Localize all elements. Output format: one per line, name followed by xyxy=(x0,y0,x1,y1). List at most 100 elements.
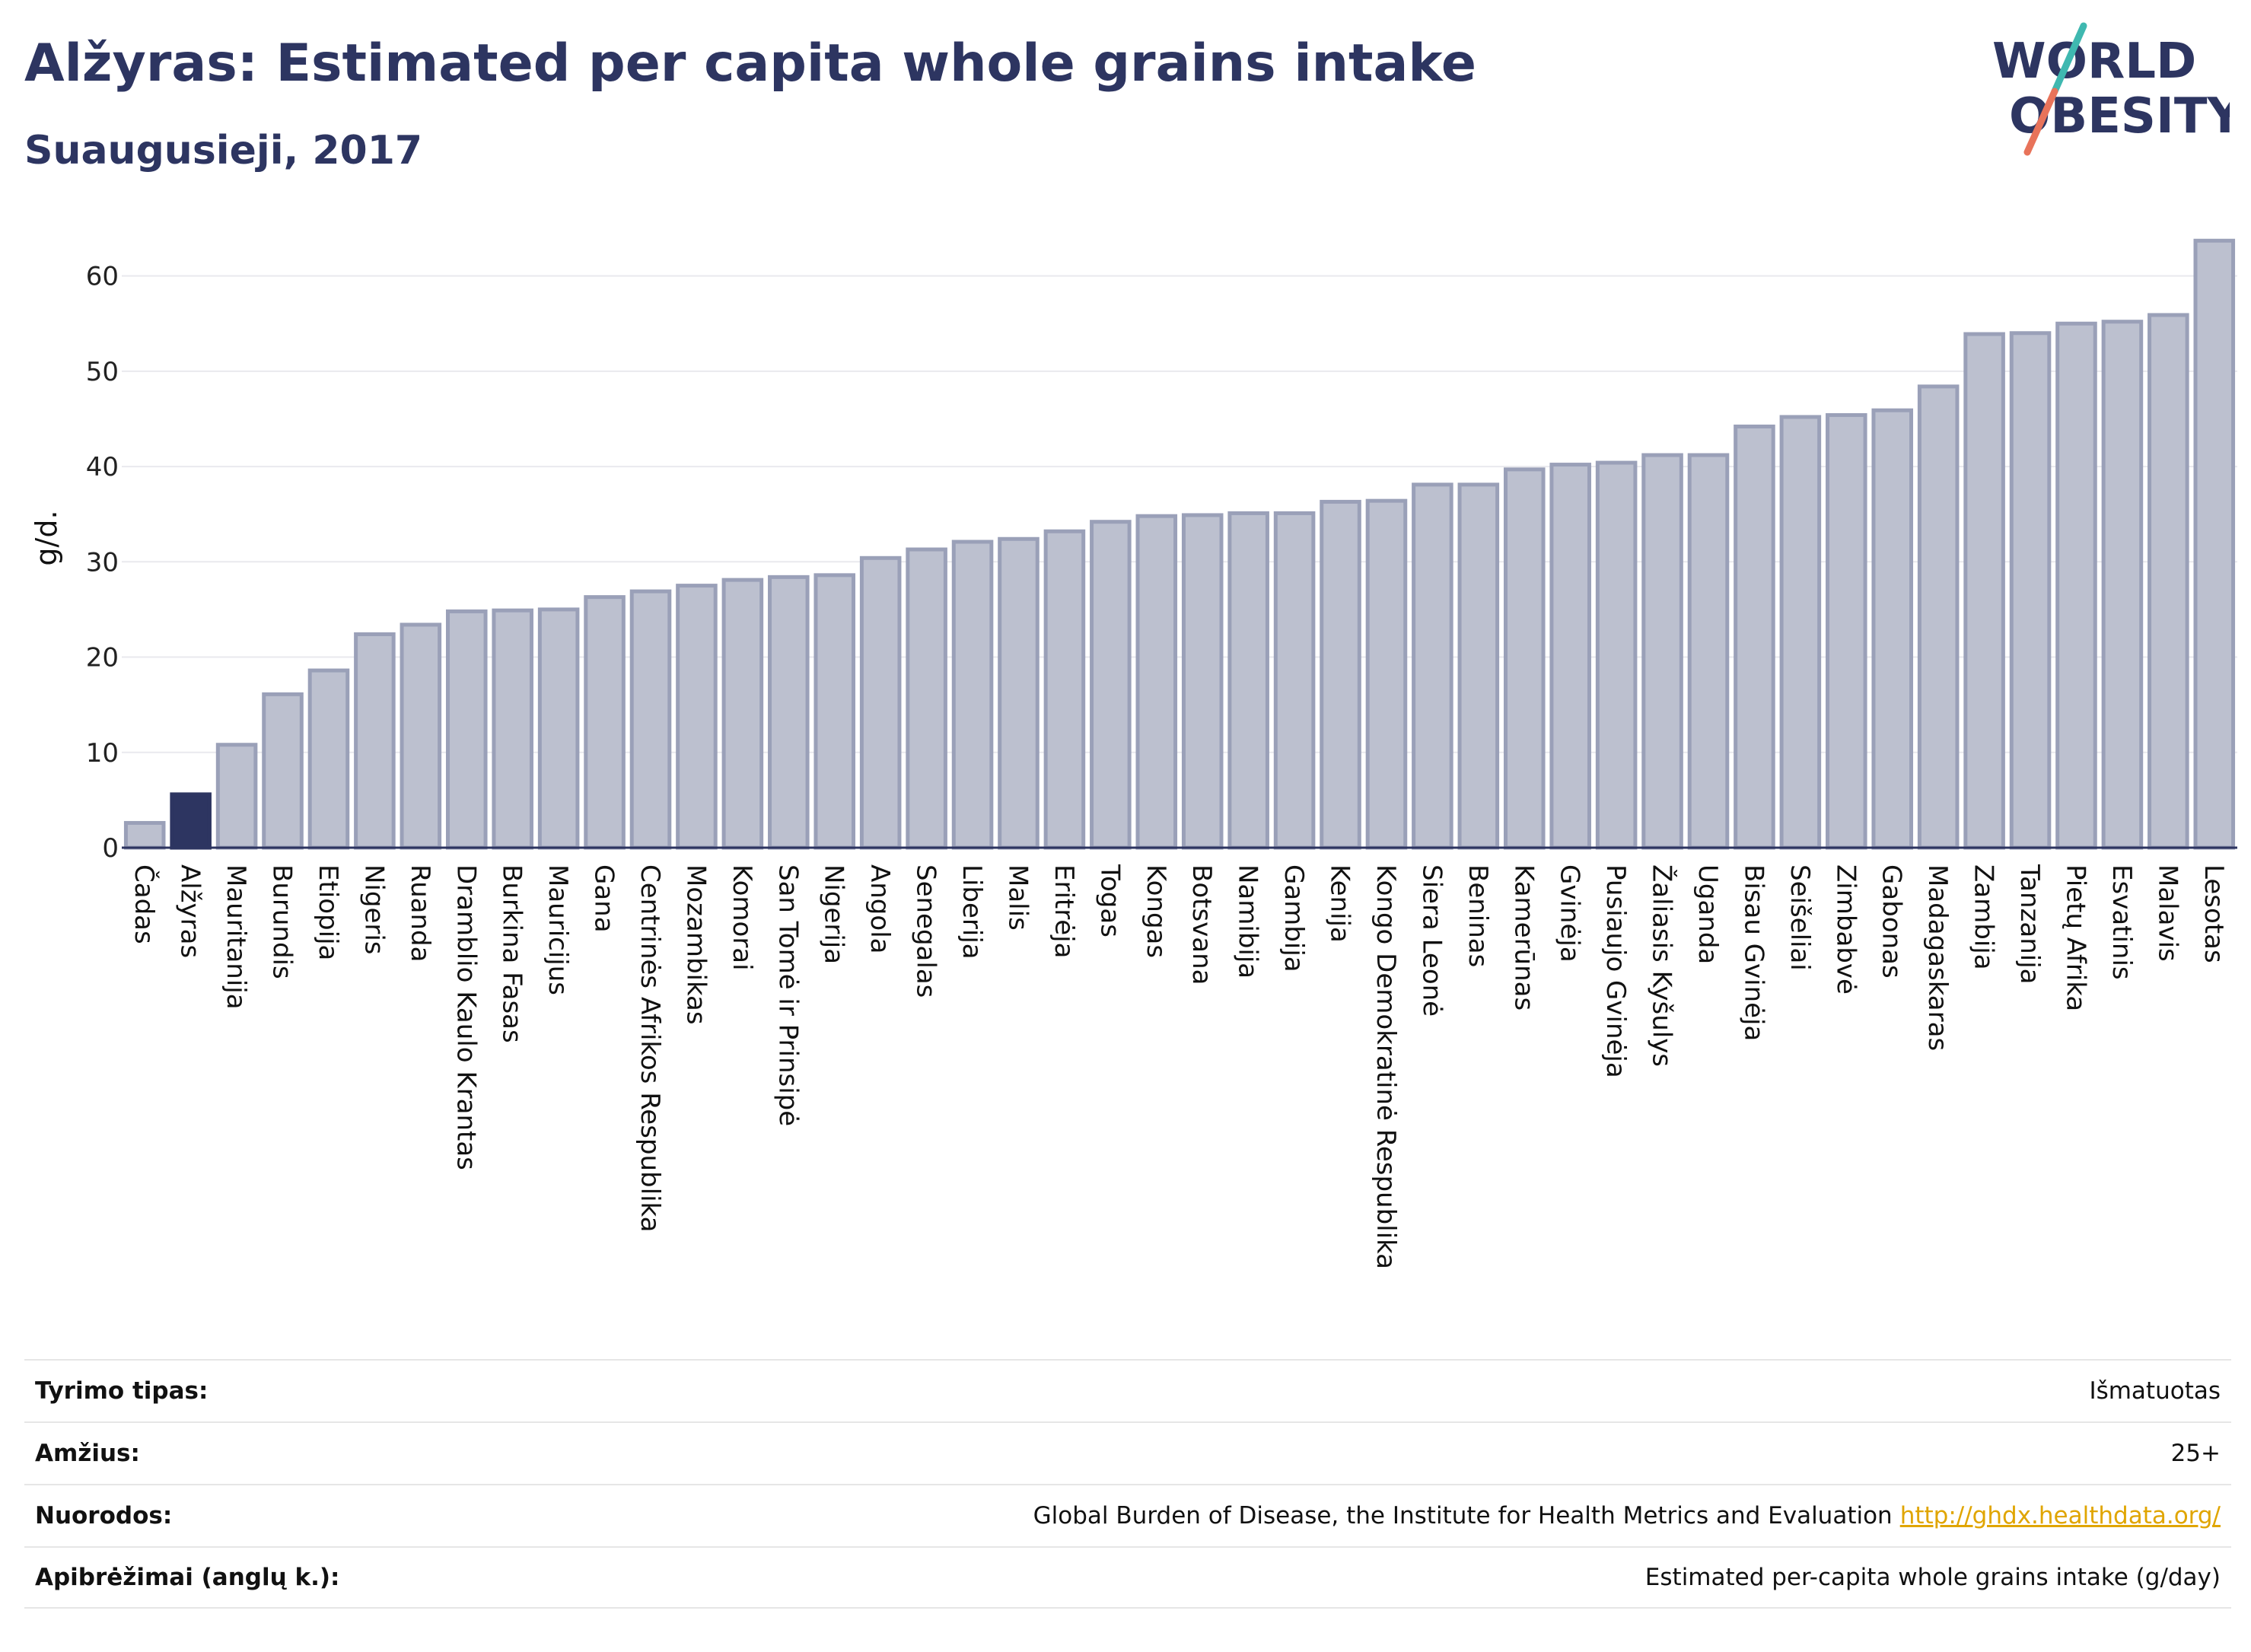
bar xyxy=(1917,384,1960,850)
bar xyxy=(492,608,533,850)
x-tick-label: Togas xyxy=(1094,864,1125,937)
bar xyxy=(676,584,718,850)
x-tick-label: Kamerūnas xyxy=(1508,864,1539,1011)
x-tick-label: Malis xyxy=(1002,864,1033,931)
bar xyxy=(445,609,488,850)
logo-slash-teal xyxy=(2051,22,2087,95)
bar xyxy=(1043,529,1086,850)
bar xyxy=(1734,424,1775,850)
bar xyxy=(2148,313,2189,850)
bar xyxy=(1503,467,1546,850)
x-tick-label: Beninas xyxy=(1463,864,1493,967)
bar xyxy=(2193,238,2236,850)
chart-subtitle: Suaugusieji, 2017 xyxy=(24,128,423,173)
info-row-definitions: Apibrėžimai (anglų k.): Estimated per-ca… xyxy=(24,1546,2231,1609)
bar xyxy=(2055,321,2097,850)
x-tick-label: Kenija xyxy=(1325,864,1355,943)
x-tick-label: Žaliasis Kyšulys xyxy=(1647,864,1678,1067)
x-tick-label: Siera Leonė xyxy=(1416,864,1447,1017)
bar-highlighted xyxy=(170,792,212,850)
bar xyxy=(1320,499,1361,850)
x-tick-label: Gana xyxy=(589,864,619,933)
x-tick-label: Gambija xyxy=(1278,864,1309,972)
x-tick-label: Ruanda xyxy=(405,864,435,962)
x-tick-label: Bisau Gvinėja xyxy=(1738,864,1769,1041)
x-tick-label: Liberija xyxy=(957,864,987,960)
x-tick-label: Burkina Fasas xyxy=(497,864,527,1043)
y-tick-label: 60 xyxy=(86,262,119,292)
logo-line1: WORLD xyxy=(1992,33,2196,90)
y-axis-title: g/d. xyxy=(30,510,63,565)
info-value: 25+ xyxy=(2170,1440,2221,1467)
bar xyxy=(1365,498,1408,850)
x-tick-label: Mauritanija xyxy=(221,864,251,1010)
info-row-age: Amžius: 25+ xyxy=(24,1421,2231,1484)
bar xyxy=(951,540,994,850)
y-tick-label: 30 xyxy=(86,547,119,578)
bar xyxy=(400,622,442,850)
bar xyxy=(215,743,258,850)
info-label: Apibrėžimai (anglų k.): xyxy=(35,1564,340,1591)
x-tick-label: Esvatinis xyxy=(2106,864,2137,980)
info-value: Estimated per-capita whole grains intake… xyxy=(1644,1564,2221,1591)
x-tick-label: Čadas xyxy=(129,864,160,944)
bar xyxy=(1826,412,1867,850)
y-tick-label: 0 xyxy=(102,833,119,864)
bar xyxy=(1457,482,1500,850)
x-tick-label: Senegalas xyxy=(911,864,941,998)
bar xyxy=(1412,482,1453,850)
info-row-study-type: Tyrimo tipas: Išmatuotas xyxy=(24,1359,2231,1421)
bar xyxy=(123,820,166,850)
x-tick-label: Pusiaujo Gvinėja xyxy=(1600,864,1631,1078)
bar xyxy=(721,578,764,850)
x-tick-label: Namibija xyxy=(1233,864,1263,979)
bar xyxy=(307,668,350,850)
bar xyxy=(813,573,856,850)
info-value-references: Global Burden of Disease, the Institute … xyxy=(1033,1502,2221,1529)
bar xyxy=(537,607,580,850)
bar xyxy=(1227,511,1269,850)
bar xyxy=(1181,513,1224,850)
x-tick-label: Burundis xyxy=(267,864,298,979)
x-tick-label: Seišeliai xyxy=(1785,864,1815,971)
bar-chart: 0 10 20 30 40 50 60 g/d. Čadas Alžyras Mauritanija… xyxy=(30,238,2237,1269)
bar xyxy=(998,536,1040,850)
y-tick-label: 40 xyxy=(86,452,119,482)
x-tick-label: Madagaskaras xyxy=(1922,864,1953,1051)
x-tick-label: Angola xyxy=(864,864,895,953)
x-tick-label: Malavis xyxy=(2152,864,2183,962)
logo-slash-coral xyxy=(2023,88,2058,156)
reference-link[interactable]: http://ghdx.healthdata.org/ xyxy=(1899,1502,2221,1529)
x-tick-label: Gvinėja xyxy=(1555,864,1585,963)
info-label: Tyrimo tipas: xyxy=(35,1377,209,1405)
bar xyxy=(906,547,947,850)
bar xyxy=(2009,331,2052,850)
x-tick-label: Zambija xyxy=(1969,864,1999,970)
bar xyxy=(1641,453,1683,850)
x-tick-label: Pietų Afrika xyxy=(2060,864,2090,1011)
bar xyxy=(262,692,304,850)
info-row-references: Nuorodos: Global Burden of Disease, the … xyxy=(24,1484,2231,1546)
bar xyxy=(1090,520,1132,850)
y-tick-label: 10 xyxy=(86,738,119,769)
reference-text: Global Burden of Disease, the Institute … xyxy=(1033,1502,1893,1529)
x-tick-label: Kongas xyxy=(1141,864,1171,958)
bar xyxy=(1779,415,1822,850)
bar xyxy=(1549,463,1591,850)
x-tick-label: Komorai xyxy=(727,864,757,971)
bar xyxy=(1273,511,1316,850)
x-tick-label: Gabonas xyxy=(1877,864,1907,979)
bar xyxy=(1135,514,1178,850)
bar xyxy=(2101,320,2144,850)
info-table: Tyrimo tipas: Išmatuotas Amžius: 25+ Nuo… xyxy=(24,1359,2231,1609)
bar xyxy=(1687,453,1730,850)
x-tick-label: Kongo Demokratinė Respublika xyxy=(1371,864,1401,1269)
bar xyxy=(629,589,672,850)
x-tick-label: Dramblio Kaulo Krantas xyxy=(451,864,481,1170)
info-value: Išmatuotas xyxy=(2089,1377,2221,1405)
world-obesity-logo[interactable]: WORLD OBESITY xyxy=(1979,21,2230,158)
x-tick-label: Eritrėja xyxy=(1049,864,1079,958)
x-tick-label: Centrinės Afrikos Respublika xyxy=(635,864,665,1232)
x-tick-label: Alžyras xyxy=(175,864,205,958)
info-label: Nuorodos: xyxy=(35,1502,173,1529)
